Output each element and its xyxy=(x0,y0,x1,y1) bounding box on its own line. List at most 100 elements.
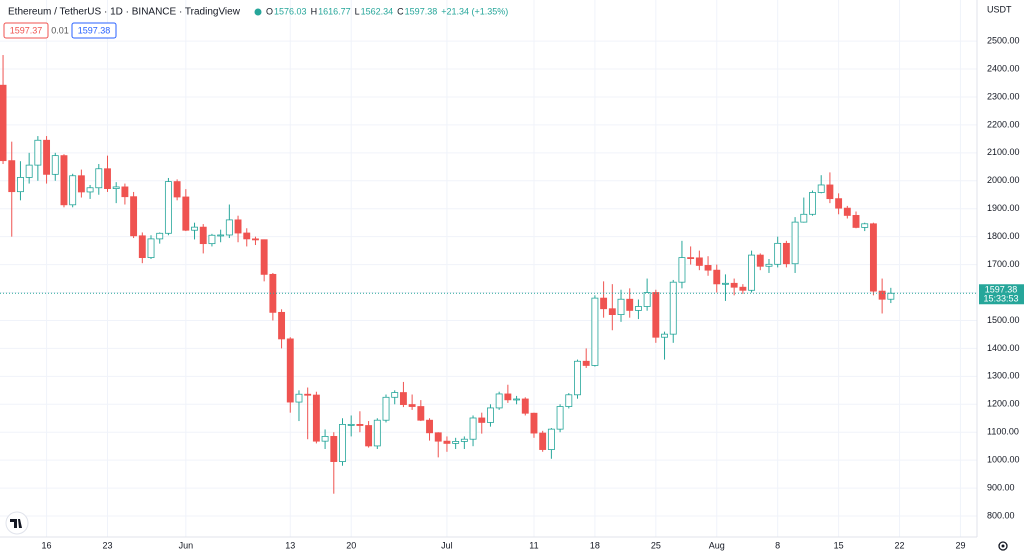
ohlc-value: 1597.38 xyxy=(405,6,438,16)
sell-box[interactable] xyxy=(3,22,49,39)
candle-body xyxy=(269,273,277,313)
candle-body xyxy=(478,417,486,423)
candle-body xyxy=(539,432,547,450)
candle-body xyxy=(69,175,77,206)
candle-body xyxy=(861,223,869,228)
candle-body xyxy=(809,192,816,215)
candle-body xyxy=(77,175,85,193)
ohlc-key: O xyxy=(266,6,273,16)
candle-body xyxy=(869,223,877,292)
x-tick-label: 15 xyxy=(834,540,844,550)
candle-body xyxy=(417,406,425,421)
candle-body xyxy=(304,393,312,396)
candle-body xyxy=(173,181,181,198)
candle-body xyxy=(347,424,355,426)
ohlc-key: H xyxy=(311,6,318,16)
candle-body xyxy=(156,232,164,240)
candle-body xyxy=(634,306,642,311)
candle-body xyxy=(817,184,825,193)
candle-body xyxy=(782,242,790,265)
candle-body xyxy=(574,360,581,396)
candle-body xyxy=(661,333,668,338)
y-tick-label: 2000.00 xyxy=(987,175,1020,185)
ohlc-change: +21.34 (+1.35%) xyxy=(441,6,508,16)
candle-body xyxy=(252,238,259,241)
candle-body xyxy=(391,392,399,398)
x-tick-label: Jul xyxy=(441,540,453,550)
candle-body xyxy=(295,393,303,403)
y-tick-label: 2500.00 xyxy=(987,35,1020,45)
candle-body xyxy=(547,428,555,450)
candle-body xyxy=(652,292,660,338)
candle-body xyxy=(43,139,51,175)
candle-body xyxy=(504,393,512,401)
candle-body xyxy=(112,186,120,189)
candle-body xyxy=(695,257,703,266)
spread: 0.01 xyxy=(51,25,69,35)
candle-body xyxy=(600,297,608,310)
candle-body xyxy=(556,406,564,430)
candle-body xyxy=(365,425,373,447)
x-tick-label: 16 xyxy=(42,540,52,550)
x-tick-label: 8 xyxy=(775,540,780,550)
buy-price[interactable]: 1597.38 xyxy=(78,25,111,35)
y-tick-label: 2200.00 xyxy=(987,119,1020,129)
candle-body xyxy=(460,438,468,442)
candle-body xyxy=(286,338,294,403)
chart-title: Ethereum / TetherUS · 1D · BINANCE · Tra… xyxy=(8,7,241,18)
candle-body xyxy=(687,257,695,260)
candle-body xyxy=(373,419,381,447)
candle-body xyxy=(513,398,521,401)
candle-body xyxy=(147,238,155,259)
candle-body xyxy=(199,226,207,245)
candle-body xyxy=(835,198,843,209)
candle-body xyxy=(878,290,886,300)
candle-body xyxy=(722,282,729,285)
grid xyxy=(0,0,977,537)
candle-body xyxy=(608,308,616,316)
candle-body xyxy=(382,396,390,421)
candle-body xyxy=(748,254,756,291)
candle-body xyxy=(243,232,251,240)
candle-body xyxy=(452,441,460,444)
buy-box[interactable] xyxy=(71,22,117,39)
x-tick-label: Jun xyxy=(179,540,194,550)
candle-body xyxy=(104,168,111,189)
last-price-label: 1597.38 xyxy=(985,285,1018,295)
y-tick-label: 900.00 xyxy=(987,482,1015,492)
candle-body xyxy=(678,257,686,283)
tv-logo[interactable] xyxy=(5,511,29,535)
candle-body xyxy=(713,269,721,285)
ohlc-value: 1562.34 xyxy=(361,6,394,16)
candle-body xyxy=(487,407,494,423)
y-tick-label: 1800.00 xyxy=(987,231,1020,241)
axes: 800.00 900.00 1000.00 1100.00 1200.00 1300.00… xyxy=(42,35,1024,550)
candle-body xyxy=(426,419,433,434)
candle-body xyxy=(852,215,860,228)
candle-body xyxy=(495,393,503,409)
candle-body xyxy=(86,187,94,193)
settings-icon[interactable] xyxy=(998,541,1008,551)
candle-body xyxy=(17,177,24,193)
y-tick-label: 1400.00 xyxy=(987,343,1020,353)
candle-body xyxy=(330,436,338,462)
candle-body xyxy=(8,160,16,193)
y-axis-unit[interactable]: USDT xyxy=(987,4,1012,14)
last-price-tag xyxy=(979,284,1024,305)
candle-body xyxy=(756,254,764,267)
candle-body xyxy=(60,155,68,206)
y-tick-label: 1500.00 xyxy=(987,315,1020,325)
x-tick-label: 29 xyxy=(955,540,965,550)
y-tick-label: 1000.00 xyxy=(987,455,1020,465)
candle-body xyxy=(843,207,851,216)
ohlc-key: L xyxy=(355,6,360,16)
candle-body xyxy=(225,219,233,236)
candle-body xyxy=(121,186,129,198)
countdown: 15:33:53 xyxy=(983,294,1018,304)
x-tick-label: 22 xyxy=(895,540,905,550)
sell-price[interactable]: 1597.37 xyxy=(10,25,43,35)
y-tick-label: 2300.00 xyxy=(987,91,1020,101)
candle-body xyxy=(164,181,172,234)
ohlc-value: 1616.77 xyxy=(318,6,351,16)
candle-body xyxy=(408,404,416,407)
